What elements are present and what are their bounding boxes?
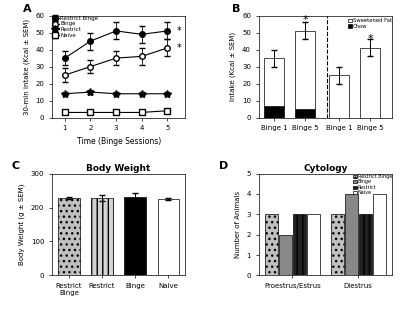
Bar xyxy=(329,75,349,117)
Bar xyxy=(295,109,315,117)
Bar xyxy=(359,214,372,275)
Text: *: * xyxy=(176,26,181,36)
Legend: Restrict Binge, Binge, Restrict, Naive: Restrict Binge, Binge, Restrict, Naive xyxy=(353,174,392,195)
Bar xyxy=(158,199,179,275)
Bar xyxy=(265,214,278,275)
Legend: Sweetened Fat, Chow: Sweetened Fat, Chow xyxy=(348,18,392,29)
Legend: Restrict Binge, Binge, Restrict, Naive: Restrict Binge, Binge, Restrict, Naive xyxy=(52,16,98,38)
Bar xyxy=(58,198,80,275)
Text: C: C xyxy=(12,162,20,172)
Text: *: * xyxy=(302,15,308,25)
Bar xyxy=(279,235,292,275)
Y-axis label: Number of Animals: Number of Animals xyxy=(235,191,241,258)
Title: Body Weight: Body Weight xyxy=(86,164,151,173)
Bar xyxy=(331,214,344,275)
Bar xyxy=(293,214,306,275)
Bar xyxy=(373,194,386,275)
Bar xyxy=(307,214,320,275)
Y-axis label: Body Weight (g ± SEM): Body Weight (g ± SEM) xyxy=(19,184,25,265)
Bar xyxy=(295,31,315,109)
Text: *: * xyxy=(368,33,373,44)
Text: A: A xyxy=(23,3,31,13)
Text: *: * xyxy=(176,43,181,53)
Text: D: D xyxy=(219,162,228,172)
Bar xyxy=(360,48,380,117)
Title: Cytology: Cytology xyxy=(303,164,348,173)
Bar xyxy=(345,194,358,275)
Bar xyxy=(124,197,146,275)
X-axis label: Time (Binge Sessions): Time (Binge Sessions) xyxy=(76,137,161,146)
Text: B: B xyxy=(232,3,240,13)
Y-axis label: Intake (Kcal ± SEM): Intake (Kcal ± SEM) xyxy=(230,32,236,101)
Bar xyxy=(264,106,284,117)
Bar xyxy=(91,198,113,275)
Bar xyxy=(264,58,284,106)
Y-axis label: 30-min intake (Kcal ± SEM): 30-min intake (Kcal ± SEM) xyxy=(23,18,30,115)
